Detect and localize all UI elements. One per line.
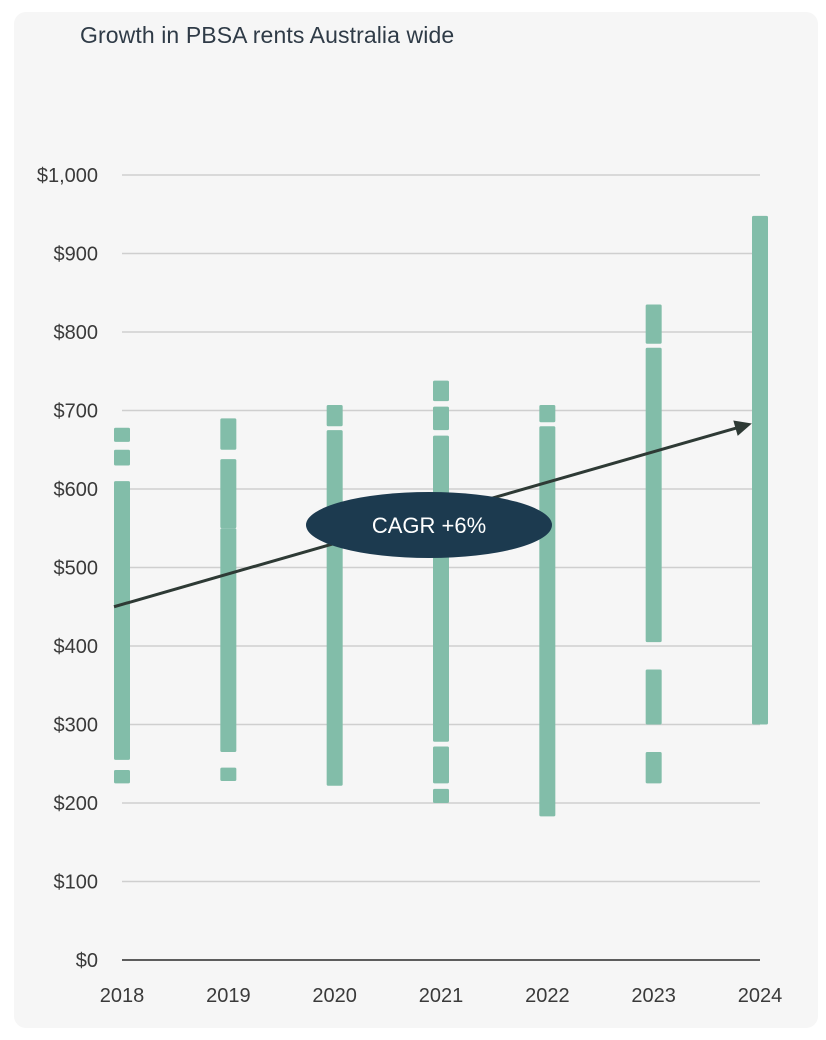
y-tick-label: $1,000 <box>37 165 98 187</box>
y-tick-label: $900 <box>54 244 99 266</box>
range-bar-segment <box>433 746 449 784</box>
range-bar-segment <box>114 427 130 442</box>
range-bar-segment <box>433 380 449 402</box>
range-bar-segment <box>645 751 662 784</box>
range-bar-segment <box>433 788 449 803</box>
range-bar-segment <box>539 405 556 423</box>
chart-title: Growth in PBSA rents Australia wide <box>80 22 455 48</box>
x-tick-label: 2020 <box>312 985 357 1007</box>
range-bar-segment <box>645 347 662 643</box>
range-bar-segment <box>433 435 449 742</box>
y-tick-label: $600 <box>54 479 99 501</box>
range-bar-segment <box>114 481 130 760</box>
range-bar-segment <box>114 449 130 466</box>
y-tick-label: $100 <box>54 872 99 894</box>
range-bar-segment <box>645 304 662 344</box>
x-tick-label: 2021 <box>419 985 464 1007</box>
cagr-label: CAGR +6% <box>372 513 486 538</box>
y-axis-ticks: $0 $100 $200 $300 $400 $500 $600 $700 $800 $900 $1… <box>37 165 98 972</box>
y-tick-label: $300 <box>54 715 99 737</box>
x-tick-label: 2023 <box>631 985 676 1007</box>
y-tick-label: $700 <box>54 401 99 423</box>
range-bar-segment <box>326 405 343 427</box>
trend-arrow: CAGR +6% <box>113 420 752 609</box>
range-bar-segment <box>752 215 768 725</box>
range-bar-segment <box>220 418 237 450</box>
range-bar-segment <box>220 459 237 529</box>
range-bar-segment <box>645 669 662 725</box>
range-bar-segment <box>220 528 237 752</box>
y-tick-label: $400 <box>54 636 99 658</box>
x-tick-label: 2022 <box>525 985 570 1007</box>
x-axis-ticks: 2018 2019 2020 2021 2022 2023 2024 <box>100 985 783 1007</box>
range-bar-segment <box>220 767 237 782</box>
range-bar-segment <box>114 770 130 784</box>
y-tick-label: $200 <box>54 793 99 815</box>
y-tick-label: $800 <box>54 322 99 344</box>
range-bar-segment <box>433 406 449 431</box>
x-tick-label: 2019 <box>206 985 251 1007</box>
x-tick-label: 2018 <box>100 985 145 1007</box>
trend-arrowhead <box>733 420 752 436</box>
cagr-badge <box>306 492 552 558</box>
y-tick-label: $0 <box>76 950 98 972</box>
range-bar-segment <box>326 430 343 786</box>
y-tick-label: $500 <box>54 558 99 580</box>
x-tick-label: 2024 <box>738 985 783 1007</box>
